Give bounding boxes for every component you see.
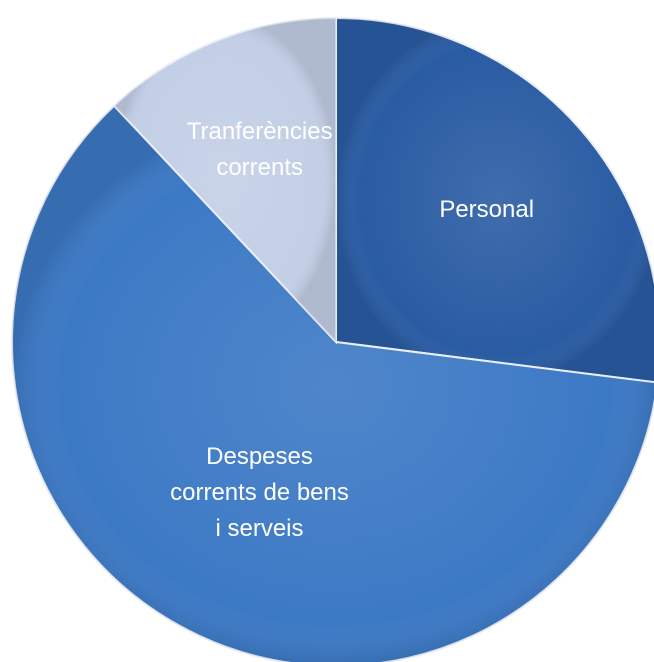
pie-slice-shading [12, 105, 654, 662]
pie-slice-label-line: Despeses [206, 443, 313, 470]
pie-slice-label-line: corrents de bens [170, 479, 349, 506]
pie-slice-label-line: i serveis [215, 515, 303, 542]
pie-slice-label-line: corrents [216, 154, 303, 181]
pie-labels: Personal Despeses corrents de bens i servei… [170, 118, 534, 542]
pie-slice-label-line: Personal [439, 196, 534, 223]
pie-slice-label-line: Tranferències [187, 118, 333, 145]
pie-slice-label: Personal [439, 196, 534, 223]
pie-slice-label: Tranferències corrents [187, 118, 333, 181]
pie-slice-shading [114, 18, 336, 342]
pie-slice-shading [336, 18, 654, 383]
pie-slice-label: Despeses corrents de bens i serveis [170, 443, 349, 542]
pie-slices [11, 16, 654, 662]
